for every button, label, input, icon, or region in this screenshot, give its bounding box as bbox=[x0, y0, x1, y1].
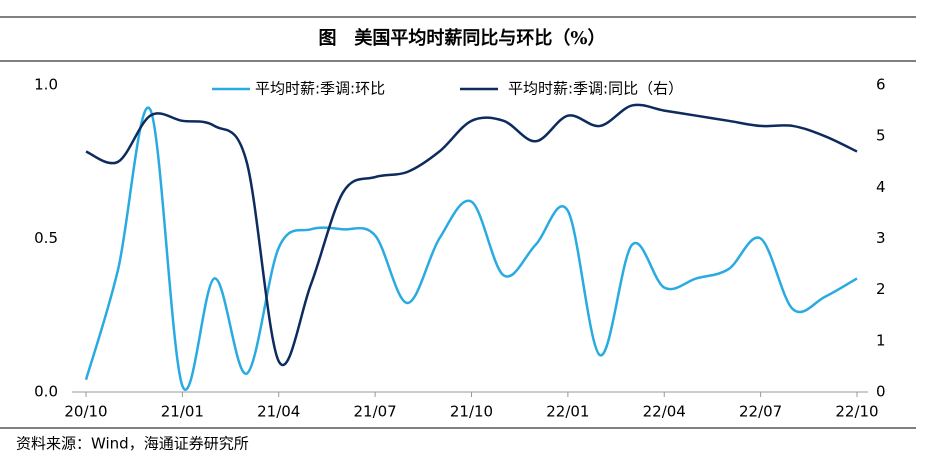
legend-label: 平均时薪:季调:环比 bbox=[255, 80, 385, 98]
y-tick-label: 0.5 bbox=[34, 229, 58, 247]
x-tick-label: 20/10 bbox=[64, 403, 107, 421]
x-tick-label: 22/04 bbox=[643, 403, 686, 421]
y2-tick-label: 2 bbox=[876, 280, 886, 298]
x-tick-label: 22/10 bbox=[835, 403, 878, 421]
y2-tick-label: 4 bbox=[876, 178, 886, 196]
x-tick-label: 21/04 bbox=[257, 403, 300, 421]
y2-tick-label: 0 bbox=[876, 383, 886, 401]
x-tick-label: 21/10 bbox=[450, 403, 493, 421]
chart-title: 图 美国平均时薪同比与环比（%） bbox=[318, 27, 605, 49]
y2-tick-label: 3 bbox=[876, 229, 886, 247]
legend-label: 平均时薪:季调:同比（右） bbox=[508, 80, 683, 98]
series-line bbox=[85, 103, 858, 366]
y2-tick-label: 6 bbox=[876, 76, 886, 94]
series-line bbox=[84, 106, 858, 391]
x-tick-label: 21/01 bbox=[161, 403, 204, 421]
y-tick-label: 0.0 bbox=[34, 383, 58, 401]
y-tick-label: 1.0 bbox=[34, 76, 58, 94]
x-tick-label: 21/07 bbox=[354, 403, 397, 421]
x-tick-label: 22/07 bbox=[739, 403, 782, 421]
source-note: 资料来源：Wind，海通证券研究所 bbox=[16, 435, 249, 453]
x-tick-label: 22/01 bbox=[546, 403, 589, 421]
y2-tick-label: 5 bbox=[876, 127, 886, 145]
y2-tick-label: 1 bbox=[876, 331, 886, 349]
